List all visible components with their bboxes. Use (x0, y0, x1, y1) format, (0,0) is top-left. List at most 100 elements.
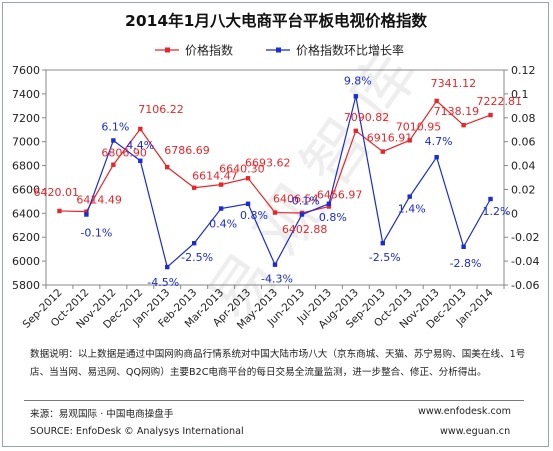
right-tick-label: -0.04 (511, 255, 539, 268)
series-marker-0 (138, 126, 143, 132)
data-label-1: 0.8% (319, 211, 347, 224)
series-marker-0 (488, 112, 493, 118)
series-marker-1 (380, 240, 385, 246)
data-label-0: 6614.47 (192, 170, 238, 183)
data-label-1: 4.4% (126, 139, 154, 152)
series-marker-1 (138, 158, 143, 163)
series-marker-1 (434, 154, 439, 160)
right-tick-label: 0.02 (511, 183, 536, 196)
data-label-1: -2.5% (181, 251, 213, 264)
series-marker-0 (165, 164, 170, 170)
series-marker-0 (380, 149, 385, 154)
right-tick-label: 0.12 (511, 64, 536, 77)
series-marker-0 (461, 122, 466, 128)
series-marker-0 (84, 209, 89, 214)
series-line-1 (85, 96, 492, 269)
left-tick-label: 7200 (12, 112, 40, 125)
left-tick-label: 6200 (12, 231, 40, 244)
series-marker-0 (57, 208, 62, 214)
right-tick-label: -0.02 (511, 231, 539, 244)
data-label-0: 6786.69 (164, 144, 210, 157)
left-tick-label: 6400 (12, 207, 40, 220)
data-label-0: 6420.01 (33, 186, 79, 199)
legend-label: 价格指数 (185, 43, 233, 58)
data-label-0: 6456.97 (317, 189, 363, 202)
series-marker-1 (488, 196, 493, 202)
data-label-0: 7138.19 (434, 105, 480, 118)
data-label-1: -4.3% (261, 273, 293, 286)
series-marker-0 (326, 204, 332, 209)
data-label-0: 7341.12 (431, 77, 477, 90)
data-label-0: 6640.30 (219, 163, 265, 176)
source-en: SOURCE: EnfoDesk © Analysys Internationa… (30, 426, 244, 437)
legend: 价格指数 价格指数环比增长率 (155, 43, 404, 58)
right-tick-label: 0.1 (511, 88, 529, 101)
left-tick-label: 6600 (12, 183, 40, 196)
series-marker-1 (84, 212, 89, 217)
series-marker-1 (461, 244, 466, 249)
series-marker-1 (191, 240, 197, 246)
data-label-1: -4.5% (147, 276, 179, 289)
data-note: 数据说明：以上数据是通过中国网购商品行情系统对中国大陆市场八大（京东商城、天猫、… (30, 349, 526, 378)
series-marker-1 (407, 194, 412, 199)
price-index-chart: 2014年1月八大电商平台平板电视价格指数 价格指数 价格指数环比增长率 5800… (12, 11, 539, 332)
legend-marker (165, 47, 170, 53)
data-label-0: 6406.54 (273, 193, 319, 206)
data-label-0: 7222.81 (477, 95, 523, 108)
data-label-0: 6806.90 (101, 147, 146, 160)
data-label-1: 0.8% (240, 209, 268, 222)
right-tick-label: 0.04 (511, 160, 536, 173)
series-marker-0 (353, 128, 359, 134)
series-marker-0 (218, 182, 224, 187)
data-label-1: 4.7% (425, 135, 453, 148)
data-label-1: -2.8% (450, 257, 482, 270)
series-marker-1 (245, 201, 251, 206)
series-marker-0 (111, 162, 116, 167)
left-tick-label: 7000 (12, 136, 40, 149)
series-marker-0 (407, 138, 412, 143)
series-marker-0 (272, 210, 278, 215)
data-label-1: 1.4% (398, 203, 426, 216)
legend-marker (276, 47, 281, 53)
left-tick-label: 5800 (12, 279, 40, 292)
data-label-0: 7010.95 (396, 120, 442, 133)
series (57, 94, 493, 270)
left-tick-label: 6800 (12, 160, 40, 173)
left-tick-label: 6000 (12, 255, 40, 268)
series-marker-0 (434, 98, 439, 104)
divider (24, 400, 524, 401)
series-marker-1 (272, 262, 278, 267)
data-label-1: -0.1% (80, 227, 112, 240)
legend-label: 价格指数环比增长率 (296, 43, 404, 58)
chart-title: 2014年1月八大电商平台平板电视价格指数 (125, 11, 427, 30)
data-label-0: 6414.49 (76, 194, 122, 207)
chart-frame (2, 2, 549, 447)
data-label-1: -0.1% (288, 195, 320, 208)
source-cn: 来源：易观国际 · 中国电商操盘手 (30, 409, 174, 420)
plot-area (45, 69, 505, 286)
series-marker-1 (218, 206, 224, 211)
right-tick-label: 0 (511, 207, 518, 220)
data-label-0: 7106.22 (138, 103, 184, 116)
data-label-1: 0.4% (209, 218, 237, 231)
right-tick-label: -0.06 (511, 279, 539, 292)
data-label-0: 6916.91 (367, 132, 413, 145)
series-marker-1 (111, 138, 116, 143)
series-marker-1 (353, 94, 359, 99)
data-label-1: -2.5% (369, 251, 401, 264)
data-label-1: 1.2% (483, 205, 511, 218)
series-marker-1 (326, 201, 332, 206)
data-label-0: 6693.62 (245, 156, 291, 169)
data-label-1: 9.8% (344, 74, 372, 87)
right-tick-label: 0.08 (511, 112, 536, 125)
data-label-0: 7090.82 (344, 111, 390, 124)
site-eguan: www.eguan.cn (440, 426, 511, 437)
site-enfodesk: www.enfodesk.com (418, 406, 512, 417)
series-marker-0 (191, 185, 197, 190)
data-label-1: 6.1% (101, 120, 129, 133)
left-tick-label: 7400 (12, 88, 40, 101)
left-tick-label: 7600 (12, 64, 40, 77)
data-label-0: 6402.88 (282, 223, 328, 236)
series-marker-0 (245, 176, 251, 181)
